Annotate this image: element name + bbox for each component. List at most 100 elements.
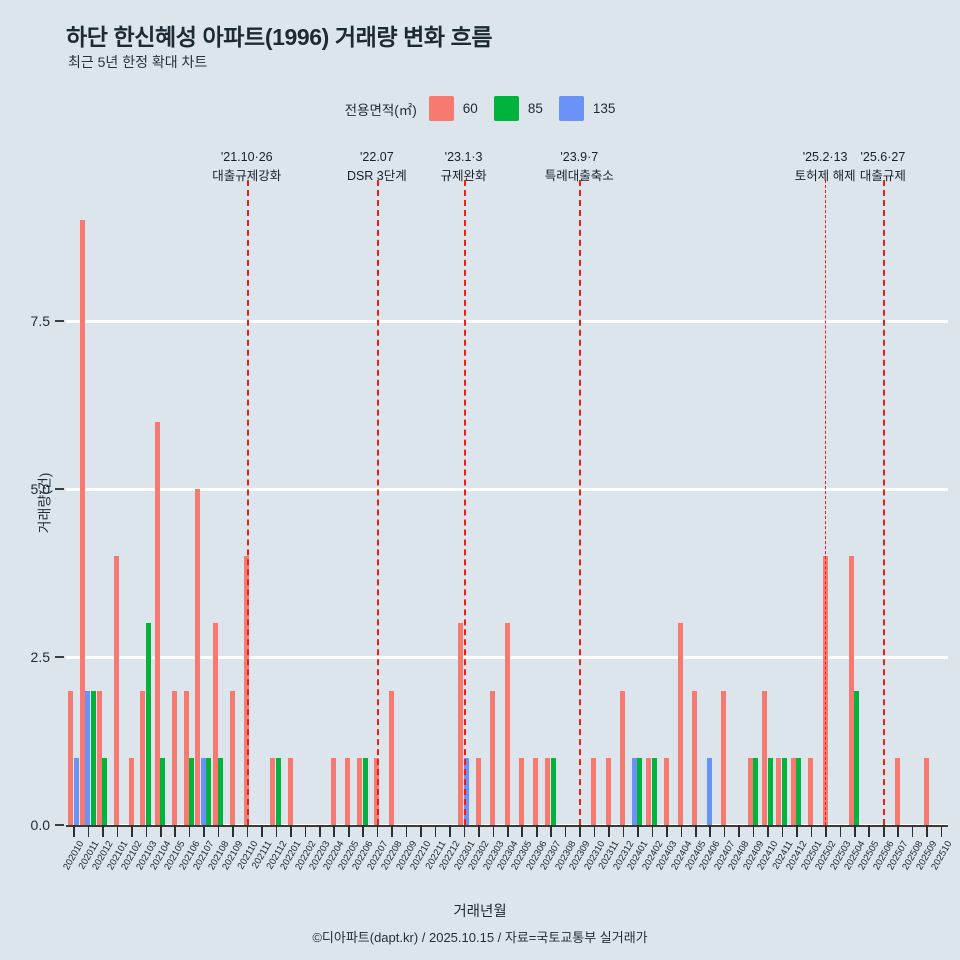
x-axis-tick-mark (347, 825, 350, 837)
bar[interactable] (96, 690, 102, 825)
bar[interactable] (73, 757, 79, 825)
bar[interactable] (767, 757, 773, 825)
bar[interactable] (848, 556, 854, 825)
x-axis-tick-mark (868, 825, 871, 837)
y-axis-tick-mark (55, 656, 64, 659)
bar[interactable] (218, 757, 224, 825)
bar[interactable] (160, 757, 166, 825)
bar[interactable] (637, 757, 643, 825)
legend-label-60: 60 (462, 101, 478, 116)
bar[interactable] (200, 757, 206, 825)
x-axis-tick-mark (362, 825, 364, 837)
x-axis-tick-mark (463, 825, 466, 837)
bar[interactable] (776, 757, 782, 825)
y-axis-tick-label: 0.0 (30, 817, 50, 833)
annotation-date: '25.2·13 (802, 150, 848, 164)
annotation-label: '25.2·13 토허제 해제 (795, 148, 856, 186)
bar[interactable] (475, 757, 481, 825)
bar[interactable] (195, 489, 201, 825)
bar[interactable] (854, 690, 860, 825)
annotation-line (246, 180, 249, 825)
bar[interactable] (753, 757, 759, 825)
chart-plot-area: 거래량(건) 0.0 2.5 5.0 7.5'21.10·26 대출규제강화 '22.07… (31, 150, 948, 833)
bar[interactable] (646, 757, 652, 825)
x-axis-tick-mark (550, 825, 552, 837)
bar[interactable] (721, 690, 727, 825)
bar[interactable] (154, 421, 160, 825)
bar[interactable] (631, 757, 637, 825)
bar[interactable] (808, 757, 814, 825)
bar[interactable] (761, 690, 767, 825)
bar[interactable] (620, 690, 626, 825)
bar[interactable] (894, 757, 900, 825)
bar[interactable] (663, 757, 669, 825)
bar[interactable] (171, 690, 177, 825)
bar[interactable] (490, 690, 496, 825)
bar[interactable] (357, 757, 363, 825)
bar[interactable] (605, 757, 611, 825)
bar[interactable] (504, 623, 510, 825)
bar[interactable] (275, 757, 281, 825)
bar[interactable] (796, 757, 802, 825)
bar[interactable] (85, 690, 91, 825)
x-axis-tick-mark (579, 825, 581, 837)
bar[interactable] (229, 690, 235, 825)
x-axis-tick-mark (694, 825, 697, 837)
bar[interactable] (67, 690, 73, 825)
bar[interactable] (206, 757, 212, 825)
bar[interactable] (183, 690, 189, 825)
legend-swatch-60[interactable] (428, 96, 454, 121)
legend-swatch-135[interactable] (558, 96, 584, 121)
bar[interactable] (692, 690, 698, 825)
x-axis-tick-mark (203, 825, 205, 837)
bar[interactable] (388, 690, 394, 825)
bar[interactable] (651, 757, 657, 825)
bar[interactable] (550, 757, 556, 825)
bar[interactable] (747, 757, 753, 825)
bar[interactable] (90, 690, 96, 825)
y-axis-tick-label: 5.0 (30, 481, 50, 498)
x-axis-tick-mark (709, 825, 712, 837)
annotation-date: '23.1·3 (444, 150, 483, 164)
x-axis-tick-mark (723, 825, 726, 837)
annotation-line (882, 180, 885, 825)
bar[interactable] (212, 623, 218, 825)
bar[interactable] (591, 757, 597, 825)
bar[interactable] (128, 757, 134, 825)
x-axis-tick-mark (911, 825, 914, 837)
annotation-label: '23.9·7 특례대출축소 (545, 148, 614, 186)
annotation-label: '23.1·3 규제완화 (441, 148, 487, 186)
bar[interactable] (923, 757, 929, 825)
bar[interactable] (458, 623, 464, 825)
bar[interactable] (102, 757, 108, 825)
bar[interactable] (189, 757, 195, 825)
bar[interactable] (533, 757, 539, 825)
bar[interactable] (518, 757, 524, 825)
bar[interactable] (463, 757, 469, 825)
annotation-label: '21.10·26 대출규제강화 (212, 148, 281, 186)
bar[interactable] (706, 757, 712, 825)
bar[interactable] (145, 623, 151, 825)
legend-swatch-85[interactable] (493, 96, 519, 121)
x-axis-tick-mark (333, 825, 336, 837)
bar[interactable] (790, 757, 796, 825)
annotation-text: 토허제 해제 (794, 168, 856, 183)
bar[interactable] (140, 690, 146, 825)
x-axis-tick-mark (810, 825, 813, 837)
x-axis-tick-mark (116, 825, 119, 837)
bar[interactable] (345, 757, 351, 825)
bar[interactable] (114, 556, 120, 825)
annotation-line (376, 180, 379, 825)
x-axis-tick-mark (232, 825, 234, 837)
bar[interactable] (545, 757, 551, 825)
bar[interactable] (270, 757, 276, 825)
bar[interactable] (782, 757, 788, 825)
annotation-text: 규제완화 (440, 168, 487, 183)
bar[interactable] (678, 623, 683, 825)
bar[interactable] (287, 757, 293, 825)
bar[interactable] (362, 757, 368, 825)
bar[interactable] (79, 220, 85, 825)
x-axis-tick-mark (651, 825, 654, 837)
bar[interactable] (330, 757, 336, 825)
y-axis-tick-label: 2.5 (30, 649, 50, 666)
